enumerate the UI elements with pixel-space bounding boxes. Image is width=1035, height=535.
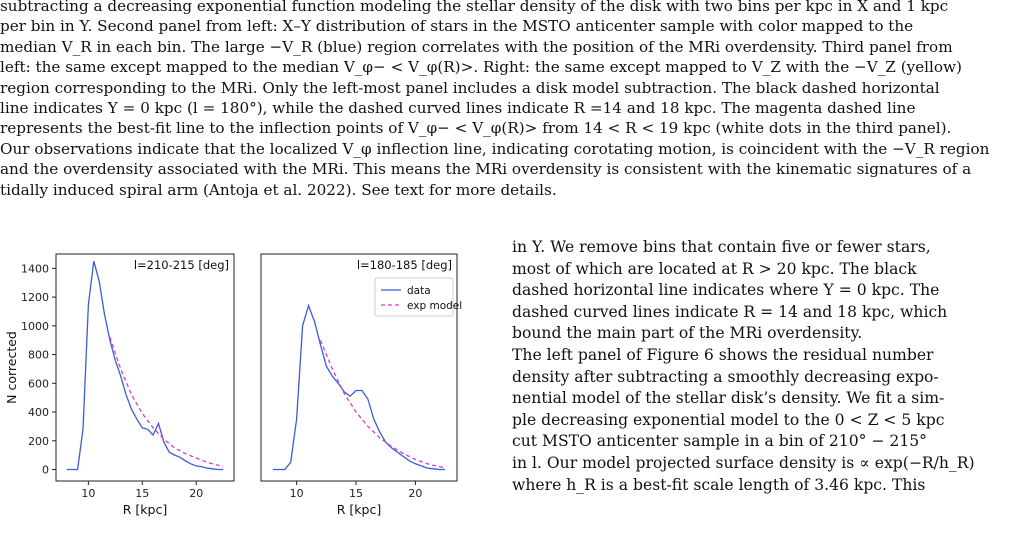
legend-entry: data [407,285,431,297]
column-line: in Y. We remove bins that contain five o… [512,238,931,256]
column-line: in l. Our model projected surface densit… [512,453,975,472]
column-line: dashed horizontal line indicates where Y… [512,281,940,300]
caption-line: left: the same except mapped to the medi… [0,58,962,77]
x-tick-label: 10 [290,487,304,500]
body-text-column: in Y. We remove bins that contain five o… [512,237,1035,496]
caption-line: and the overdensity associated with the … [0,160,972,179]
column-line: cut MSTO anticenter sample in a bin of 2… [512,432,927,451]
y-tick-label: 400 [28,406,49,419]
y-tick-label: 1000 [21,320,49,333]
panel-label: l=210-215 [deg] [134,258,229,272]
column-line: ple decreasing exponential model to the … [512,410,945,429]
y-tick-label: 1200 [21,291,49,304]
column-line: density after subtracting a smoothly dec… [512,367,939,386]
y-tick-label: 200 [28,435,49,448]
column-line: where h_R is a best-fit scale length of … [512,475,926,494]
legend-box [374,277,454,317]
caption-line: per bin in Y. Second panel from left: X–… [0,17,914,36]
series-data-line [272,303,446,471]
y-tick-label: 0 [42,464,49,477]
series-exp-model-line [319,339,446,469]
column-line: The left panel of Figure 6 shows the res… [512,345,934,364]
plot-frame [55,253,235,482]
column-line: dashed curved lines indicate R = 14 and … [512,302,948,321]
caption-line: tidally induced spiral arm (Antoja et al… [0,180,557,199]
column-line: most of which are located at R > 20 kpc.… [512,259,917,278]
caption-line: median V_R in each bin. The large −V_R (… [0,37,953,56]
y-tick-label: 800 [28,349,49,362]
figure-panels: 10 15 20 0 200 400 600 800 1000 1200 1400 l=210-215… [0,246,480,531]
x-tick-label: 15 [135,487,149,500]
x-tick-label: 10 [81,487,95,500]
figure-caption: subtracting a decreasing exponential fun… [0,0,1035,200]
column-line: bound the main part of the MRi overdensi… [512,324,863,343]
caption-line: Our observations indicate that the local… [0,139,990,158]
x-tick-label: 15 [349,487,363,500]
x-tick-label: 20 [408,487,422,500]
legend-entry: exp model [407,300,462,312]
y-tick-label: 600 [28,377,49,390]
panel-label: l=180-185 [deg] [357,258,452,272]
caption-line: line indicates Y = 0 kpc (l = 180°), whi… [0,99,916,118]
caption-line: region corresponding to the MRi. Only th… [0,78,940,97]
x-axis-label: R [kpc] [123,502,167,517]
x-axis-label: R [kpc] [337,502,381,517]
series-exp-model-line [109,337,224,468]
series-data-line [66,261,224,471]
y-tick-label: 1400 [21,262,49,275]
column-line: nential model of the stellar disk’s dens… [512,389,945,408]
x-tick-label: 20 [189,487,203,500]
caption-line: represents the best-fit line to the infl… [0,119,952,138]
caption-line: subtracting a decreasing exponential fun… [0,0,949,15]
y-axis-label: N corrected [4,331,19,404]
